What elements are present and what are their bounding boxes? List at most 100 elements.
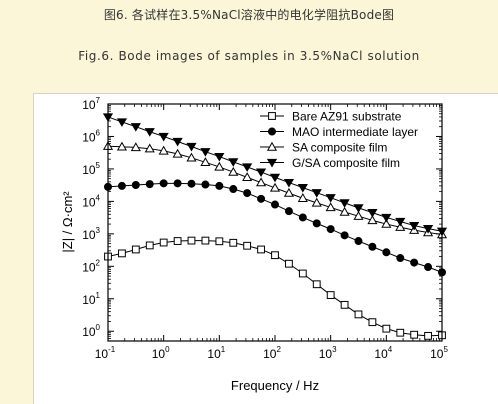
series-group	[102, 113, 448, 237]
data-point	[409, 221, 420, 231]
data-point	[215, 237, 224, 246]
data-point	[229, 185, 238, 194]
data-point	[271, 251, 279, 260]
data-point	[144, 128, 155, 137]
data-point	[200, 148, 211, 157]
data-point	[144, 143, 155, 153]
data-point	[158, 145, 169, 155]
data-point	[340, 231, 349, 240]
x-axis-label: Frequency / Hz	[231, 378, 319, 393]
data-point	[353, 204, 364, 213]
x-tick-label: 100	[152, 345, 170, 361]
data-point	[200, 157, 211, 166]
data-point	[297, 184, 308, 193]
data-point	[326, 291, 335, 299]
legend-label: G/SA composite film	[292, 156, 400, 170]
data-point	[270, 200, 279, 209]
data-point	[339, 199, 350, 208]
data-point	[422, 225, 434, 234]
data-point	[325, 202, 336, 212]
legend-label: MAO intermediate layer	[292, 125, 418, 139]
data-point	[354, 310, 363, 319]
data-point	[311, 197, 322, 207]
x-tick-label: 105	[430, 345, 448, 361]
data-point	[257, 194, 266, 203]
data-point	[159, 238, 168, 247]
data-point	[410, 330, 419, 339]
y-tick-label: 101	[82, 291, 100, 307]
data-point	[130, 123, 141, 132]
y-tick-label: 103	[82, 226, 100, 242]
data-point	[368, 318, 377, 327]
x-tick-label: 103	[319, 345, 337, 361]
y-tick-label: 107	[82, 96, 100, 112]
data-point	[410, 258, 419, 267]
data-point	[368, 242, 377, 251]
plot-area-frame	[107, 103, 443, 342]
bode-chart: 10-1 100 101 102 103 104 105 100 101 102 103 104 105…	[60, 96, 448, 393]
data-point	[395, 217, 406, 227]
figure-caption-chinese: 图6. 各试样在3.5%NaCl溶液中的电化学阻抗Bode图	[103, 8, 395, 22]
data-point	[145, 241, 154, 250]
data-point	[201, 236, 210, 245]
data-point	[311, 189, 322, 198]
data-point	[214, 161, 225, 171]
data-point	[269, 182, 281, 192]
data-point	[131, 245, 140, 254]
x-tick-label: 101	[207, 345, 225, 361]
data-point	[130, 142, 141, 152]
data-point	[186, 152, 197, 162]
data-point	[243, 241, 252, 250]
data-point	[145, 180, 154, 189]
data-point	[187, 179, 196, 188]
data-point	[381, 218, 392, 228]
data-point	[312, 280, 321, 289]
legend-marker	[266, 158, 278, 168]
figure-panel: 10-1 100 101 102 103 104 105 100 101 102 103 104 105…	[33, 93, 498, 404]
series-layer	[102, 113, 448, 340]
data-point	[158, 132, 169, 142]
data-point	[353, 210, 364, 220]
data-point	[159, 179, 168, 188]
data-point	[354, 237, 363, 246]
data-point	[242, 163, 253, 172]
data-point	[116, 118, 128, 127]
figure-caption-english: Fig.6. Bode images of samples in 3.5%NaC…	[78, 49, 420, 63]
data-point	[424, 263, 433, 272]
data-point	[187, 236, 196, 245]
data-point	[172, 137, 183, 147]
legend-marker	[267, 127, 276, 136]
data-point	[118, 249, 126, 258]
data-point	[116, 141, 127, 151]
data-point	[395, 222, 406, 231]
y-tick-label: 104	[82, 193, 100, 209]
data-point	[131, 180, 140, 189]
data-point	[201, 180, 210, 189]
data-point	[382, 324, 391, 333]
data-point	[285, 259, 293, 268]
data-point	[214, 152, 225, 162]
data-point	[382, 248, 391, 257]
data-point	[325, 194, 336, 203]
data-point	[228, 158, 239, 167]
data-point	[173, 179, 182, 188]
data-point	[172, 148, 183, 158]
data-point	[340, 300, 349, 309]
data-point	[269, 173, 281, 183]
data-point	[396, 328, 405, 337]
data-point	[297, 193, 308, 202]
data-point	[257, 245, 265, 254]
data-point	[173, 237, 182, 245]
data-point	[186, 142, 197, 152]
data-point	[424, 331, 432, 340]
data-point	[256, 177, 267, 187]
tick-labels-group: 10-1 100 101 102 103 104 105 100 101 102 103 104 105…	[82, 96, 448, 361]
data-point	[326, 225, 335, 234]
data-point	[381, 213, 392, 223]
data-point	[243, 189, 252, 198]
data-point	[298, 269, 307, 278]
series-group	[104, 179, 446, 277]
data-point	[298, 213, 307, 222]
data-point	[284, 207, 293, 216]
x-tick-label: 104	[374, 345, 392, 361]
